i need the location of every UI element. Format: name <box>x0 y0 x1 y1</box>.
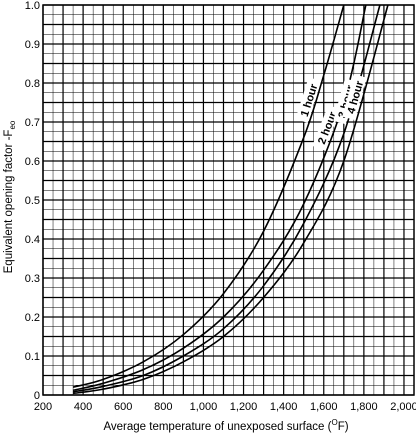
y-tick-label: 0.9 <box>25 39 40 51</box>
x-tick-label: 1,800 <box>350 401 378 413</box>
curve-label-bg <box>342 74 367 121</box>
y-tick-label: 1.0 <box>25 0 40 12</box>
y-axis-title-main: Equivalent opening factor -F <box>3 130 15 274</box>
curve-3-hour <box>72 4 381 393</box>
x-tick-label: 1,000 <box>190 401 218 413</box>
y-tick-label: 0.3 <box>25 273 40 285</box>
x-axis-title-main: Average temperature of unexposed surface… <box>103 421 331 433</box>
y-tick-label: 0.1 <box>25 351 40 363</box>
y-tick-label: 0.4 <box>25 234 40 246</box>
x-tick-label: 800 <box>154 401 172 413</box>
x-tick-label: 1,200 <box>230 401 258 413</box>
major-grid <box>42 4 415 396</box>
y-tick-label: 0.8 <box>25 78 40 90</box>
y-tick-label: 0.7 <box>25 117 40 129</box>
x-tick-label: 1,600 <box>310 401 338 413</box>
tick-labels-layer: 200 400 600 800 1,000 1,200 1,400 1,600 1,800 2,0… <box>25 0 416 413</box>
curve-label-bg <box>295 77 322 123</box>
curve-label-bg <box>312 104 341 151</box>
curve-1-hour <box>72 4 345 388</box>
x-tick-label: 2,000 <box>390 401 416 413</box>
y-tick-label: 0 <box>34 390 40 402</box>
curve-4-hour <box>72 4 389 395</box>
x-axis-title-superscript: O <box>331 418 337 427</box>
y-tick-label: 0.2 <box>25 312 40 324</box>
x-tick-label: 200 <box>34 401 52 413</box>
curves-layer <box>72 4 389 395</box>
plot-frame <box>42 4 415 396</box>
x-tick-label: 1,400 <box>270 401 298 413</box>
x-tick-label: 400 <box>74 401 92 413</box>
x-tick-label: 600 <box>114 401 132 413</box>
x-axis-title: Average temperature of unexposed surface… <box>103 418 348 433</box>
x-axis-title-suffix: F) <box>338 421 349 433</box>
y-tick-label: 0.6 <box>25 156 40 168</box>
y-axis-title-subscript: eo <box>8 120 17 129</box>
y-axis-title: Equivalent opening factor -Feo <box>3 120 17 273</box>
y-tick-label: 0.5 <box>25 195 40 207</box>
